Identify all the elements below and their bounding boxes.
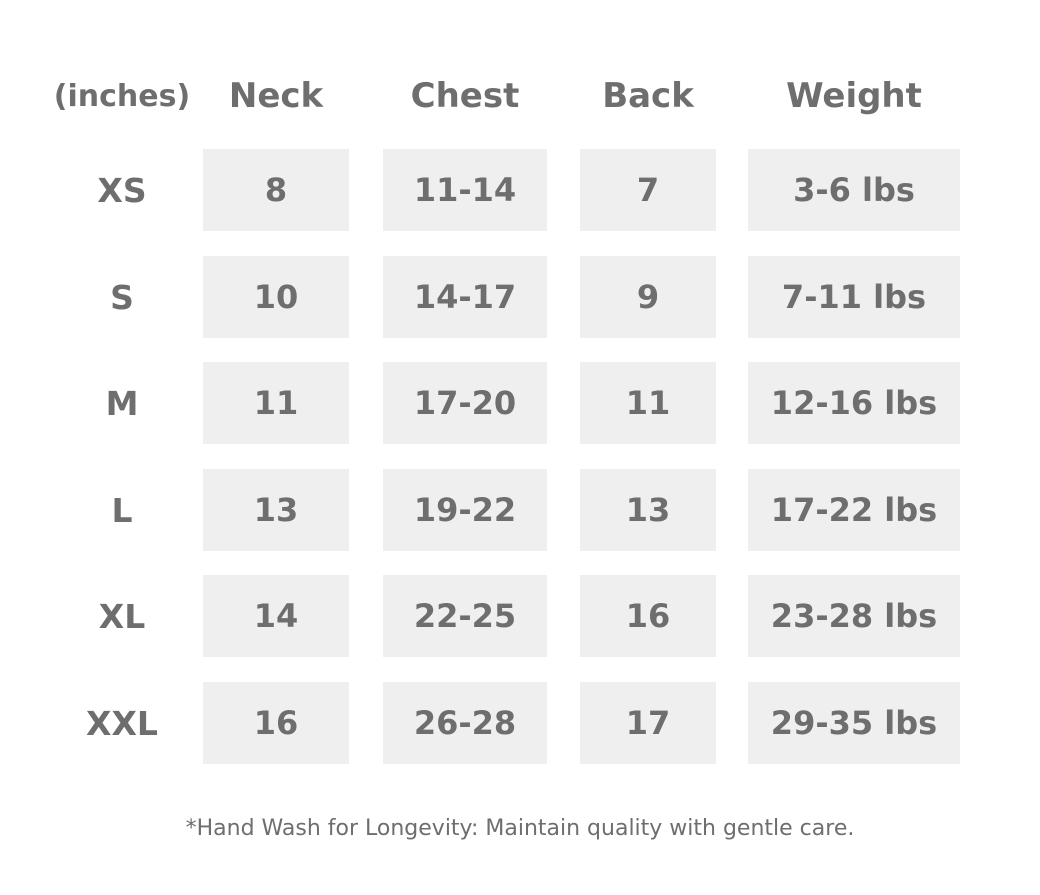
table-cell: 23-28 lbs xyxy=(748,575,960,657)
size-label: XXL xyxy=(86,703,158,743)
table-cell: 3-6 lbs xyxy=(748,149,960,231)
table-cell: 17-22 lbs xyxy=(748,469,960,551)
table-cell: 7-11 lbs xyxy=(748,256,960,338)
size-label: XL xyxy=(98,596,146,636)
size-label: L xyxy=(111,490,133,530)
table-cell: 19-22 xyxy=(383,469,547,551)
table-cell: 29-35 lbs xyxy=(748,682,960,764)
table-cell: 11-14 xyxy=(383,149,547,231)
table-cell: 9 xyxy=(580,256,716,338)
table-cell: 11 xyxy=(203,362,349,444)
unit-label: (inches) xyxy=(53,78,191,114)
table-cell: 14-17 xyxy=(383,256,547,338)
table-cell: 17 xyxy=(580,682,716,764)
column-header: Back xyxy=(602,76,694,116)
table-cell: 13 xyxy=(203,469,349,551)
table-cell: 10 xyxy=(203,256,349,338)
column-header: Chest xyxy=(410,76,520,116)
size-label: XS xyxy=(97,170,147,210)
table-cell: 16 xyxy=(203,682,349,764)
table-cell: 16 xyxy=(580,575,716,657)
table-cell: 17-20 xyxy=(383,362,547,444)
size-label: M xyxy=(105,383,139,423)
table-cell: 11 xyxy=(580,362,716,444)
table-cell: 13 xyxy=(580,469,716,551)
table-cell: 7 xyxy=(580,149,716,231)
footnote: *Hand Wash for Longevity: Maintain quali… xyxy=(185,815,855,841)
table-cell: 14 xyxy=(203,575,349,657)
size-label: S xyxy=(110,277,134,317)
column-header: Neck xyxy=(228,76,324,116)
table-cell: 26-28 xyxy=(383,682,547,764)
table-cell: 12-16 lbs xyxy=(748,362,960,444)
column-header: Weight xyxy=(786,76,922,116)
table-cell: 8 xyxy=(203,149,349,231)
table-cell: 22-25 xyxy=(383,575,547,657)
